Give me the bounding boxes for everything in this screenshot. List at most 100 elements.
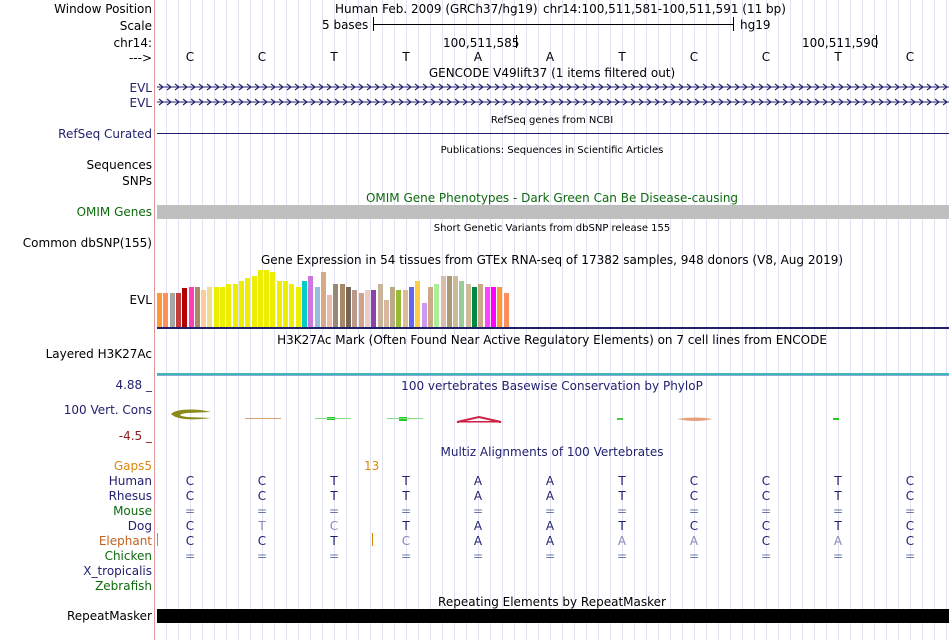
gtex-bar[interactable] (396, 290, 401, 327)
h3k27ac-label[interactable]: Layered H3K27Ac (45, 347, 152, 361)
species-base: T (402, 519, 410, 533)
grid-line (682, 0, 683, 640)
gtex-bar[interactable] (264, 270, 269, 327)
conservation-plot[interactable] (157, 400, 949, 430)
gtex-bar[interactable] (170, 293, 175, 327)
species-base: C (257, 489, 267, 503)
species-label-chicken[interactable]: Chicken (104, 549, 152, 563)
gtex-bar[interactable] (321, 272, 326, 327)
gtex-bar[interactable] (201, 290, 206, 327)
gencode-transcript-2[interactable] (157, 96, 949, 108)
gtex-bar[interactable] (163, 293, 168, 327)
gtex-bar[interactable] (371, 290, 376, 327)
gtex-bar[interactable] (157, 293, 162, 327)
species-label-zebrafish[interactable]: Zebrafish (95, 579, 152, 593)
gtex-bar[interactable] (226, 284, 231, 327)
gtex-bar[interactable] (403, 290, 408, 327)
gtex-bar[interactable] (453, 276, 458, 327)
gtex-bar[interactable] (485, 287, 490, 327)
gtex-bar[interactable] (207, 287, 212, 327)
gencode-row1-label[interactable]: EVL (129, 81, 152, 95)
gtex-bar[interactable] (333, 284, 338, 327)
gaps-label[interactable]: Gaps5 (113, 459, 152, 473)
species-label-rhesus[interactable]: Rhesus (108, 489, 152, 503)
gtex-bar[interactable] (466, 284, 471, 327)
refseq-label[interactable]: RefSeq Curated (58, 127, 152, 141)
gtex-bar[interactable] (428, 287, 433, 327)
gtex-bar[interactable] (472, 287, 477, 327)
gtex-bar[interactable] (346, 287, 351, 327)
gencode-transcript-1[interactable] (157, 81, 949, 93)
h3k27ac-signal[interactable] (157, 373, 949, 375)
species-base: = (184, 504, 196, 518)
gtex-bar[interactable] (384, 300, 389, 327)
gtex-bar[interactable] (182, 288, 187, 327)
grid-line (598, 0, 599, 640)
gtex-bar[interactable] (415, 281, 420, 327)
species-base: = (400, 504, 412, 518)
gtex-bar[interactable] (504, 293, 509, 327)
chrom-label: chr14: (113, 36, 152, 50)
species-label-mouse[interactable]: Mouse (113, 504, 152, 518)
grid-line (826, 0, 827, 640)
gtex-label[interactable]: EVL (129, 293, 152, 307)
gtex-bar[interactable] (277, 281, 282, 327)
repeat-label[interactable]: RepeatMasker (66, 609, 152, 623)
grid-line (370, 0, 371, 640)
gtex-bar[interactable] (289, 284, 294, 327)
cons-label[interactable]: 100 Vert. Cons (63, 403, 152, 417)
gtex-bar[interactable] (327, 295, 332, 327)
cons-tick-4 (315, 418, 351, 419)
gtex-bar[interactable] (176, 293, 181, 327)
gtex-bar[interactable] (422, 303, 427, 327)
snps-label[interactable]: SNPs (122, 174, 152, 188)
gtex-bar[interactable] (233, 284, 238, 327)
gtex-bar[interactable] (296, 287, 301, 327)
gtex-bar[interactable] (189, 287, 194, 327)
gtex-bar[interactable] (315, 287, 320, 327)
sequences-label[interactable]: Sequences (86, 158, 152, 172)
gtex-bar[interactable] (214, 287, 219, 327)
gtex-bar[interactable] (497, 287, 502, 327)
dbsnp-label[interactable]: Common dbSNP(155) (22, 236, 152, 250)
gtex-bar[interactable] (359, 293, 364, 327)
gtex-bar[interactable] (409, 287, 414, 327)
gtex-bar[interactable] (270, 272, 275, 327)
gtex-bar[interactable] (491, 287, 496, 327)
gtex-bar[interactable] (245, 278, 250, 327)
refseq-gene-line[interactable] (157, 133, 949, 134)
gtex-bar[interactable] (258, 270, 263, 327)
gtex-bar[interactable] (390, 287, 395, 327)
gtex-bar-chart[interactable] (157, 262, 949, 327)
gtex-bar[interactable] (239, 281, 244, 327)
gtex-bar[interactable] (340, 284, 345, 327)
gtex-bar[interactable] (220, 287, 225, 327)
gtex-bar[interactable] (441, 276, 446, 327)
gtex-bar[interactable] (252, 276, 257, 327)
repeat-element-bar[interactable] (157, 609, 949, 623)
gtex-bar[interactable] (308, 276, 313, 327)
gtex-bar[interactable] (478, 284, 483, 327)
gtex-bar[interactable] (378, 284, 383, 327)
species-base: = (184, 549, 196, 563)
gtex-bar[interactable] (459, 281, 464, 327)
species-base: A (473, 534, 483, 548)
gtex-bar[interactable] (365, 290, 370, 327)
gtex-bar[interactable] (434, 284, 439, 327)
gtex-bar[interactable] (352, 290, 357, 327)
gencode-row2-label[interactable]: EVL (129, 96, 152, 110)
species-label-elephant[interactable]: Elephant (98, 534, 152, 548)
omim-gene-bar[interactable] (157, 205, 949, 219)
omim-label[interactable]: OMIM Genes (76, 205, 152, 219)
cons-title: 100 vertebrates Basewise Conservation by… (401, 379, 703, 393)
gtex-bar[interactable] (302, 281, 307, 327)
gtex-bar[interactable] (195, 287, 200, 327)
species-label-dog[interactable]: Dog (127, 519, 152, 533)
cons-tick-6 (387, 418, 423, 419)
h3k27ac-signal-2 (157, 375, 949, 376)
gtex-bar[interactable] (447, 276, 452, 327)
species-label-x_tropicalis[interactable]: X_tropicalis (83, 564, 152, 578)
gtex-bar[interactable] (283, 281, 288, 327)
species-label-human[interactable]: Human (108, 474, 152, 488)
